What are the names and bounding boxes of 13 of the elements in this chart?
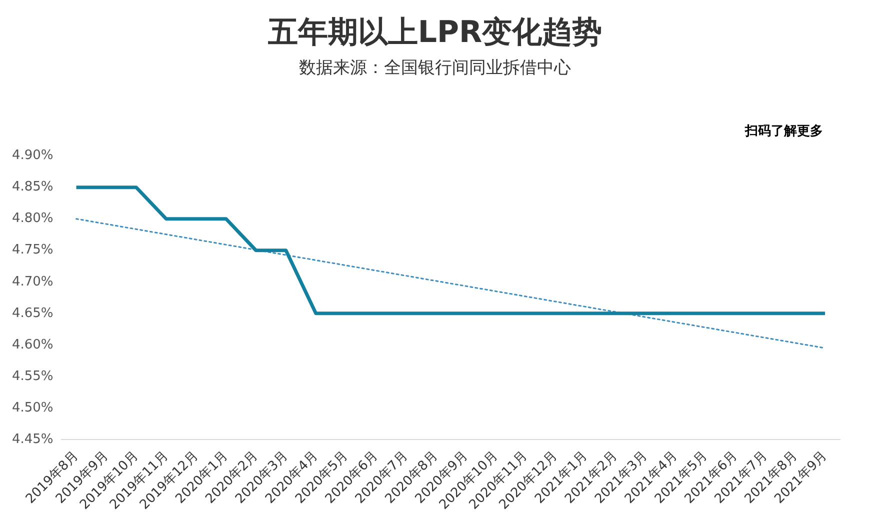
text: 扫码了解更多 (745, 123, 823, 140)
y-tick-label: 4.60% (12, 337, 54, 352)
y-tick-label: 4.75% (12, 242, 54, 258)
y-tick-label: 4.65% (12, 306, 54, 321)
y-tick-label: 4.80% (12, 211, 54, 226)
y-tick-label: 4.50% (12, 400, 54, 416)
y-tick-label: 4.45% (12, 432, 54, 447)
chart-subtitle: 数据来源：全国银行间同业拆借中心 (298, 57, 572, 79)
y-tick-label: 4.85% (12, 180, 54, 195)
chart-title: 五年期以上LPR变化趋势 (266, 14, 604, 52)
y-tick-label: 4.70% (12, 274, 54, 290)
y-tick-label: 4.55% (12, 368, 54, 384)
y-tick-label: 4.90% (12, 148, 54, 164)
